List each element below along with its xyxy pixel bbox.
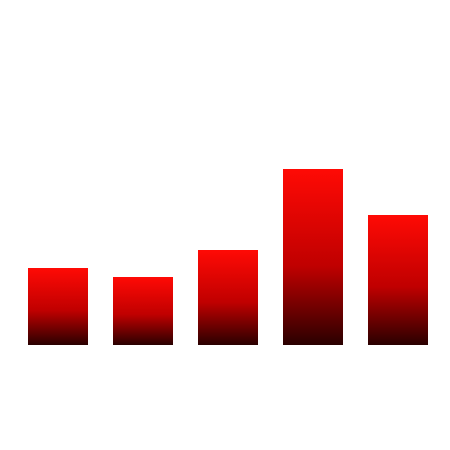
bars-group (28, 169, 428, 345)
bar-1 (28, 268, 88, 345)
bar-5 (368, 215, 428, 345)
bar-3 (198, 250, 258, 345)
bar-4 (283, 169, 343, 345)
bar-2 (113, 277, 173, 345)
